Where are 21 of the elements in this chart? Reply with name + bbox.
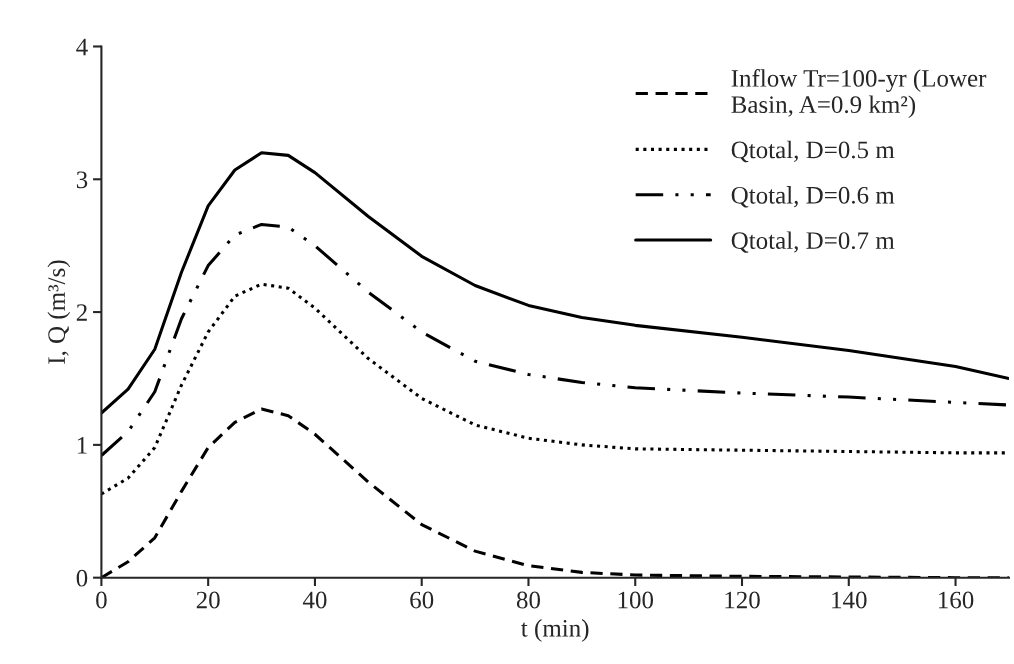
y-tick-label: 0 <box>76 569 88 587</box>
x-tick-label: 80 <box>516 591 541 609</box>
y-tick-label: 3 <box>76 171 88 189</box>
line-series <box>101 222 1009 458</box>
y-axis-title: I, Q (m³/s) <box>47 260 71 364</box>
x-tick-label: 120 <box>725 591 760 609</box>
x-tick-label: 60 <box>410 591 434 609</box>
y-tick-label: 1 <box>77 437 87 454</box>
y-tick-label: 4 <box>76 38 88 56</box>
x-tick-label: 140 <box>832 591 867 609</box>
x-tick-label: 0 <box>96 591 107 609</box>
x-tick-label: 160 <box>939 591 974 609</box>
legend-label: Qtotal, D=0.6 m <box>731 186 895 208</box>
x-axis-title: t (min) <box>521 619 589 642</box>
legend-label: Qtotal, D=0.5 m <box>731 140 895 163</box>
legend-label: Qtotal, D=0.7 m <box>731 231 895 253</box>
x-tick-label: 20 <box>196 591 220 609</box>
x-tick-label: 40 <box>302 591 327 609</box>
legend-label: Inflow Tr=100-yr (Lower Basin, A=0.9 km²) <box>731 68 987 119</box>
x-tick-label: 100 <box>618 591 654 609</box>
y-tick-label: 2 <box>76 304 87 321</box>
